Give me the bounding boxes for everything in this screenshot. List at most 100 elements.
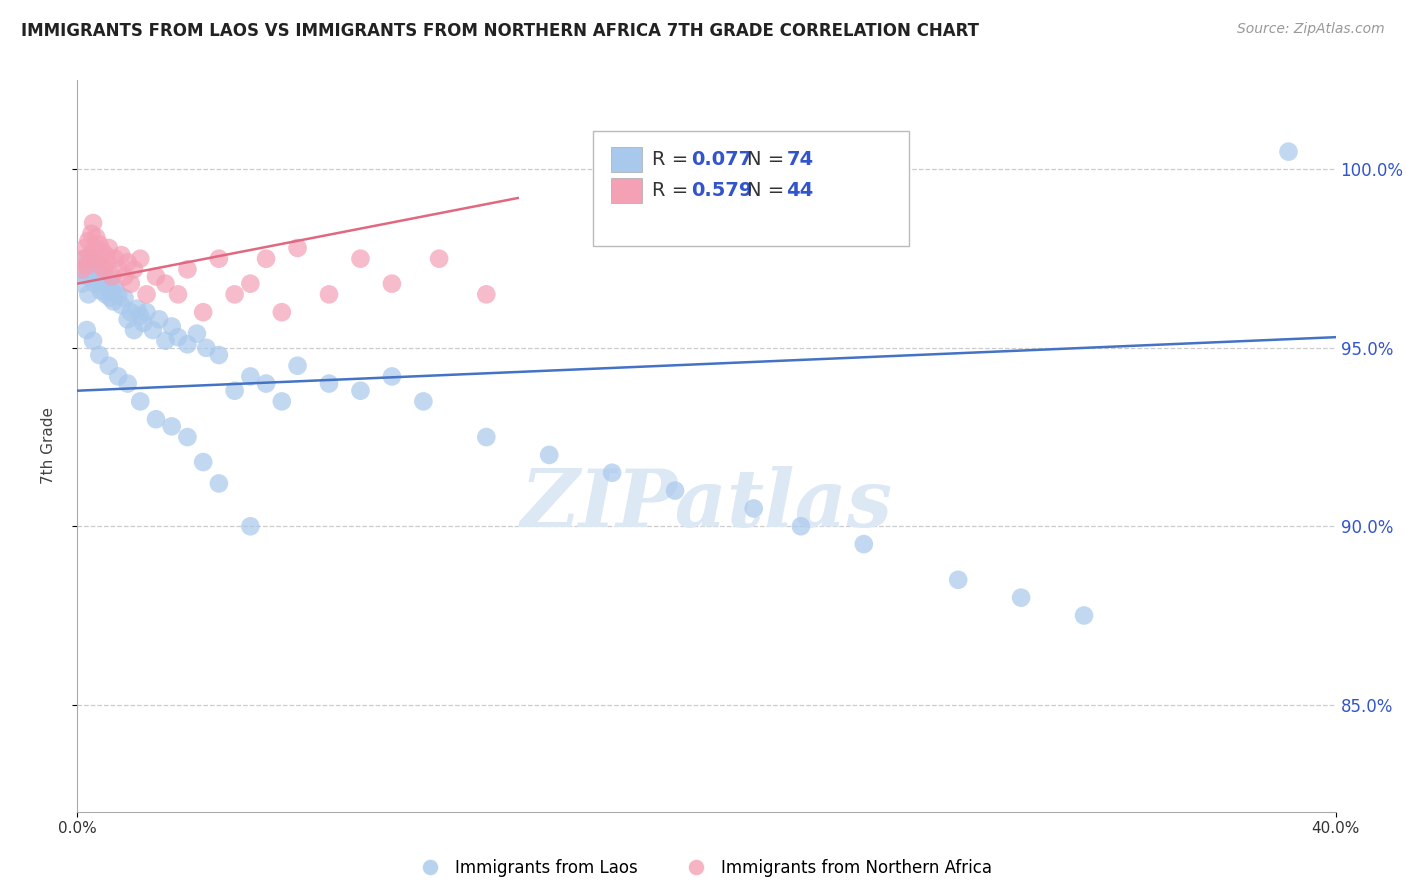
- Point: [79, 248, 101, 262]
- Point: [97, 273, 120, 287]
- Point: [127, 301, 149, 316]
- Point: [160, 419, 183, 434]
- Point: [120, 277, 142, 291]
- Point: [96, 255, 118, 269]
- Point: [72, 262, 94, 277]
- Point: [167, 287, 190, 301]
- Point: [270, 305, 292, 319]
- Point: [117, 376, 139, 391]
- Point: [91, 269, 114, 284]
- Point: [191, 305, 215, 319]
- Point: [186, 326, 208, 341]
- Legend: Immigrants from Laos, Immigrants from Northern Africa: Immigrants from Laos, Immigrants from No…: [406, 853, 1000, 884]
- Point: [107, 262, 129, 277]
- Point: [1073, 608, 1095, 623]
- Point: [208, 348, 231, 362]
- Point: [145, 412, 167, 426]
- Point: [80, 227, 103, 241]
- Y-axis label: 7th Grade: 7th Grade: [42, 408, 56, 484]
- Point: [742, 501, 765, 516]
- Point: [93, 277, 115, 291]
- Point: [148, 312, 170, 326]
- Point: [80, 269, 103, 284]
- Point: [852, 537, 875, 551]
- Point: [107, 369, 129, 384]
- Point: [76, 269, 98, 284]
- Point: [87, 252, 110, 266]
- Point: [117, 255, 139, 269]
- Point: [101, 269, 124, 284]
- Point: [110, 248, 132, 262]
- Point: [104, 252, 127, 266]
- Point: [254, 376, 277, 391]
- Point: [75, 241, 97, 255]
- Point: [208, 476, 231, 491]
- Point: [90, 259, 112, 273]
- Point: [135, 305, 157, 319]
- Point: [114, 269, 136, 284]
- Point: [191, 455, 215, 469]
- Point: [120, 305, 142, 319]
- Text: 44: 44: [786, 181, 814, 200]
- Point: [98, 291, 121, 305]
- Point: [96, 280, 118, 294]
- Point: [254, 252, 277, 266]
- Point: [129, 309, 152, 323]
- Point: [129, 394, 152, 409]
- Point: [75, 252, 97, 266]
- Point: [208, 252, 231, 266]
- Point: [76, 259, 98, 273]
- Text: R =: R =: [651, 150, 695, 169]
- Point: [600, 466, 623, 480]
- Point: [287, 241, 309, 255]
- Point: [142, 323, 165, 337]
- Text: 0.077: 0.077: [690, 150, 752, 169]
- Point: [97, 359, 120, 373]
- Point: [664, 483, 686, 498]
- Point: [427, 252, 450, 266]
- Point: [287, 359, 309, 373]
- Point: [91, 244, 114, 259]
- Point: [790, 519, 813, 533]
- Point: [145, 269, 167, 284]
- Point: [176, 430, 198, 444]
- Point: [155, 277, 177, 291]
- Point: [93, 262, 115, 277]
- Point: [412, 394, 434, 409]
- Point: [475, 287, 498, 301]
- Point: [110, 298, 132, 312]
- Point: [84, 230, 107, 244]
- Point: [132, 316, 155, 330]
- Point: [83, 277, 105, 291]
- Point: [83, 241, 105, 255]
- Point: [117, 312, 139, 326]
- Point: [195, 341, 218, 355]
- Text: IMMIGRANTS FROM LAOS VS IMMIGRANTS FROM NORTHERN AFRICA 7TH GRADE CORRELATION CH: IMMIGRANTS FROM LAOS VS IMMIGRANTS FROM …: [21, 22, 979, 40]
- Point: [107, 287, 129, 301]
- Point: [381, 277, 404, 291]
- Point: [89, 237, 111, 252]
- Point: [82, 216, 104, 230]
- Point: [82, 262, 104, 277]
- Point: [160, 319, 183, 334]
- Point: [1010, 591, 1032, 605]
- Point: [114, 291, 136, 305]
- Point: [97, 241, 120, 255]
- Point: [87, 273, 110, 287]
- Point: [76, 323, 98, 337]
- Point: [70, 277, 93, 291]
- Point: [89, 348, 111, 362]
- Point: [122, 262, 145, 277]
- Point: [82, 334, 104, 348]
- Point: [129, 252, 152, 266]
- Point: [94, 287, 117, 301]
- Point: [239, 277, 262, 291]
- Text: 74: 74: [786, 150, 814, 169]
- Point: [135, 287, 157, 301]
- Point: [239, 519, 262, 533]
- Point: [176, 262, 198, 277]
- Point: [318, 287, 340, 301]
- Point: [89, 259, 111, 273]
- Point: [104, 280, 127, 294]
- Text: Source: ZipAtlas.com: Source: ZipAtlas.com: [1237, 22, 1385, 37]
